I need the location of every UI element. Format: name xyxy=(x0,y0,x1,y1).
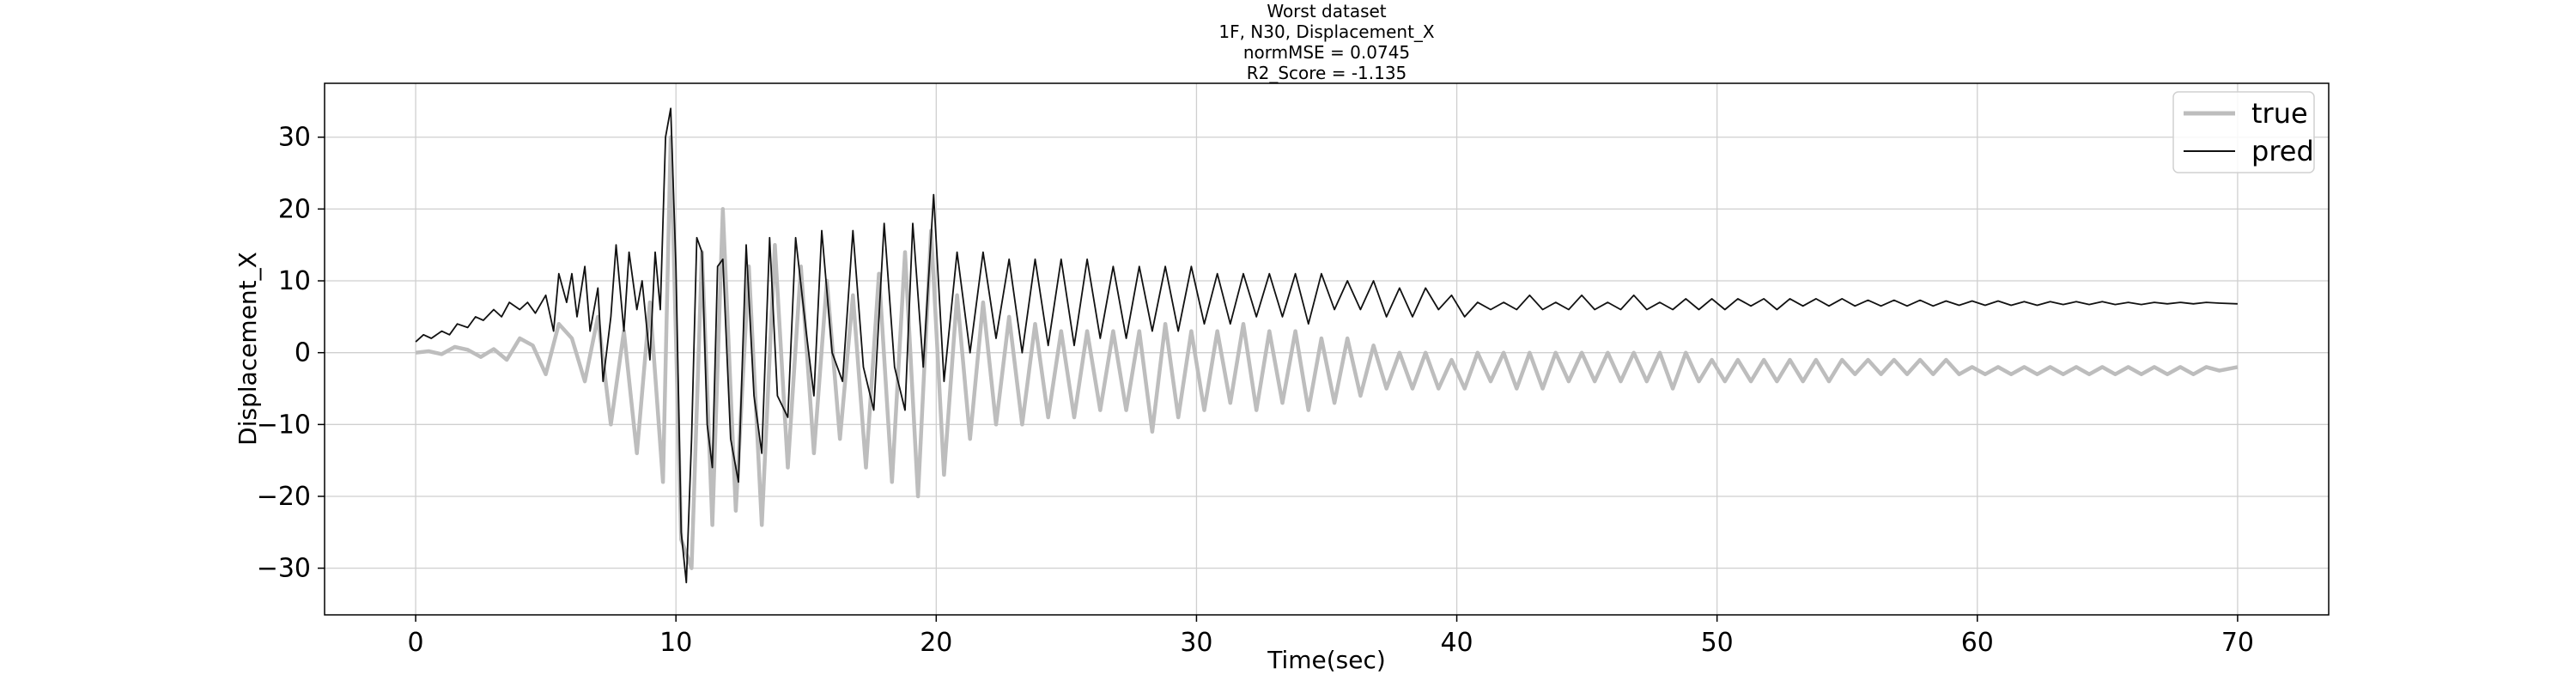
x-tick-label: 40 xyxy=(1440,628,1473,658)
x-tick-label: 10 xyxy=(659,628,692,658)
title-line-4: R2_Score = -1.135 xyxy=(1247,63,1407,83)
title-line-3: normMSE = 0.0745 xyxy=(1243,42,1410,63)
x-tick-label: 60 xyxy=(1961,628,1994,658)
y-tick-label: 10 xyxy=(278,266,311,296)
legend-label-pred: pred xyxy=(2251,135,2314,167)
y-tick-label: 0 xyxy=(295,338,311,368)
x-tick-label: 20 xyxy=(920,628,952,658)
series-line-true xyxy=(415,135,2239,570)
plot-series xyxy=(415,107,2239,584)
y-tick-label: −30 xyxy=(257,554,311,584)
y-tick-label: −20 xyxy=(257,482,311,512)
title-line-1: Worst dataset xyxy=(1267,1,1386,21)
plot-area-frame xyxy=(324,82,2330,616)
chart-title: Worst dataset 1F, N30, Displacement_X no… xyxy=(1218,1,1435,83)
axis-ticks: 0 10 20 30 40 50 60 70 −30 −20 −10 0 10 20 30 xyxy=(257,123,2254,658)
x-tick-label: 0 xyxy=(408,628,424,658)
y-axis-label: Displacement_X xyxy=(234,252,262,446)
x-tick-label: 50 xyxy=(1701,628,1734,658)
x-tick-label: 70 xyxy=(2221,628,2254,658)
title-line-2: 1F, N30, Displacement_X xyxy=(1218,21,1435,42)
y-tick-label: 30 xyxy=(278,123,311,153)
series-line-pred xyxy=(415,107,2238,584)
x-axis-label: Time(sec) xyxy=(1267,646,1386,674)
legend-label-true: true xyxy=(2251,97,2308,130)
legend: true pred xyxy=(2172,91,2315,173)
x-tick-label: 30 xyxy=(1180,628,1212,658)
y-tick-label: −10 xyxy=(257,410,311,440)
y-tick-label: 20 xyxy=(278,194,311,224)
